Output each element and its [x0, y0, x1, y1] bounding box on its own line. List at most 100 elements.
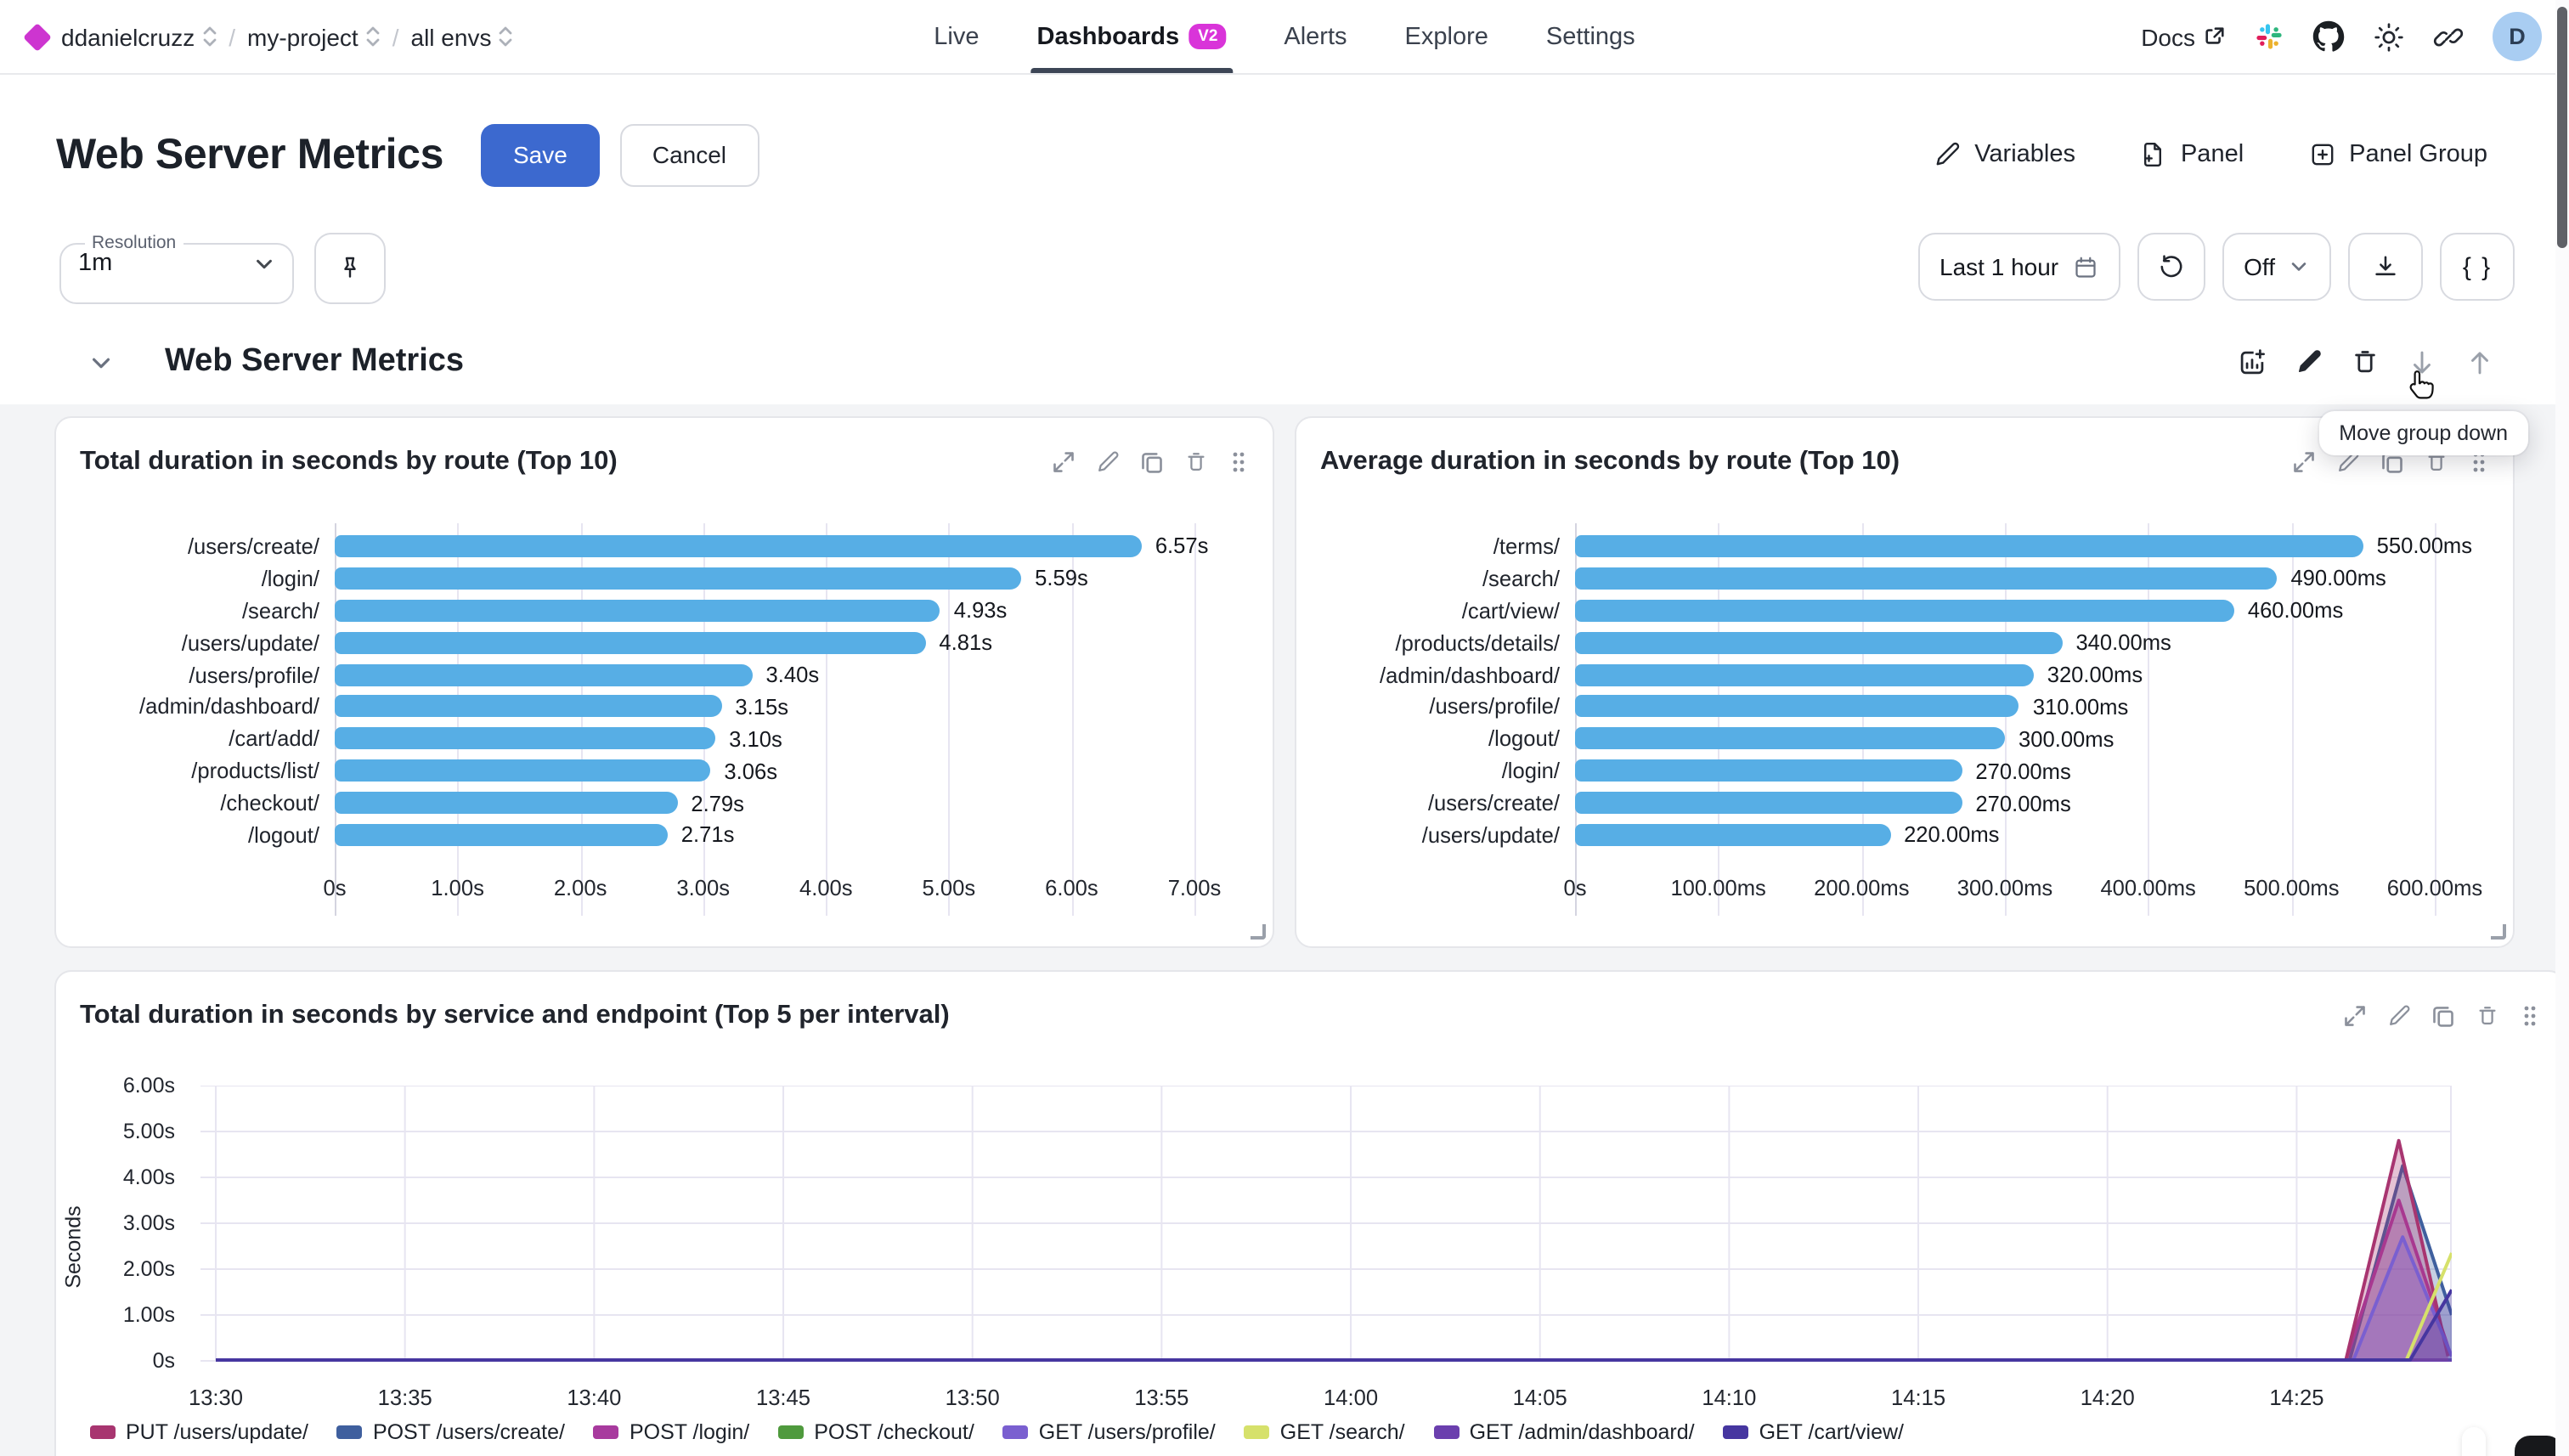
bar[interactable]	[1575, 631, 2063, 654]
bar[interactable]	[335, 759, 711, 782]
hbar-chart-average-duration: /terms/550.00ms/search/490.00ms/cart/vie…	[1320, 523, 2489, 916]
download-icon	[2375, 256, 2396, 276]
collapse-group-caret[interactable]	[88, 349, 114, 375]
expand-icon[interactable]	[2292, 450, 2316, 474]
copy-panel-icon[interactable]	[2431, 1004, 2455, 1028]
bar-track: 4.93s	[335, 597, 1194, 623]
bar-row: /logout/300.00ms	[1320, 723, 2489, 755]
drag-handle-icon[interactable]	[1228, 450, 1249, 474]
x-tick-label: 300.00ms	[1956, 874, 2053, 900]
delete-group-button[interactable]	[2352, 348, 2379, 375]
bar[interactable]	[1575, 792, 1962, 815]
bar-track: 490.00ms	[1575, 566, 2435, 591]
legend-label: GET /cart/view/	[1759, 1420, 1904, 1444]
bar[interactable]	[335, 599, 940, 622]
add-chart-button[interactable]	[2238, 347, 2267, 376]
download-button[interactable]	[2348, 233, 2423, 301]
edit-panel-icon[interactable]	[1096, 450, 1120, 474]
panel-title: Total duration in seconds by route (Top …	[80, 447, 618, 476]
legend-item[interactable]: PUT /users/update/	[90, 1420, 308, 1444]
legend-item[interactable]: GET /cart/view/	[1723, 1420, 1904, 1444]
tab-settings[interactable]: Settings	[1545, 23, 1635, 50]
bar[interactable]	[335, 567, 1022, 590]
add-panel-group-button[interactable]: Panel Group	[2308, 141, 2487, 168]
time-range-button[interactable]: Last 1 hour	[1917, 233, 2120, 301]
page-scrollbar[interactable]	[2555, 0, 2569, 1456]
move-group-up-button[interactable]	[2465, 347, 2494, 376]
tab-alerts[interactable]: Alerts	[1284, 23, 1347, 50]
legend-item[interactable]: POST /users/create/	[336, 1420, 565, 1444]
bar[interactable]	[1575, 534, 2363, 557]
breadcrumb-org[interactable]: ddanielcruzz	[61, 23, 217, 50]
bar[interactable]	[335, 695, 722, 718]
bar[interactable]	[1575, 663, 2034, 686]
drag-handle-icon[interactable]	[2520, 1004, 2540, 1028]
sort-chevrons-icon	[366, 26, 380, 47]
x-tick-label: 2.00s	[553, 874, 607, 900]
slack-icon[interactable]	[2255, 22, 2284, 51]
x-tick-label: 4.00s	[799, 874, 853, 900]
bar[interactable]	[335, 631, 926, 654]
dashboard-area: Total duration in seconds by route (Top …	[0, 404, 2569, 1456]
legend-item[interactable]: GET /admin/dashboard/	[1433, 1420, 1695, 1444]
bar[interactable]	[1575, 567, 2278, 590]
tab-explore[interactable]: Explore	[1404, 23, 1488, 50]
user-avatar[interactable]: D	[2493, 12, 2542, 61]
breadcrumb: ddanielcruzz / my-project / all envs	[61, 23, 513, 50]
resolution-select[interactable]: Resolution 1m	[59, 233, 294, 304]
y-tick-label: 3.00s	[122, 1211, 175, 1235]
bar[interactable]	[335, 727, 716, 750]
bar[interactable]	[335, 663, 753, 686]
bar[interactable]	[1575, 599, 2234, 622]
expand-icon[interactable]	[1052, 450, 1076, 474]
panel-resize-handle[interactable]	[1251, 924, 1266, 940]
breadcrumb-project[interactable]: my-project	[247, 23, 381, 50]
delete-panel-icon[interactable]	[2476, 1004, 2499, 1028]
bar[interactable]	[1575, 759, 1962, 782]
bar[interactable]	[1575, 695, 2019, 718]
x-tick-label: 7.00s	[1167, 874, 1222, 900]
brand-logo-icon[interactable]	[23, 22, 52, 51]
variables-button[interactable]: Variables	[1934, 141, 2075, 168]
plot-area[interactable]	[200, 1086, 2452, 1364]
theme-toggle-icon[interactable]	[2374, 21, 2404, 52]
x-tick-label: 13:40	[567, 1385, 622, 1410]
bar[interactable]	[335, 534, 1142, 557]
github-icon[interactable]	[2312, 20, 2345, 53]
cancel-button[interactable]: Cancel	[619, 123, 759, 186]
legend-item[interactable]: GET /search/	[1244, 1420, 1405, 1444]
x-tick-label: 13:55	[1134, 1385, 1189, 1410]
edit-panel-icon[interactable]	[2387, 1004, 2411, 1028]
edit-group-button[interactable]	[2295, 348, 2323, 375]
bar-track: 310.00ms	[1575, 694, 2435, 720]
category-label: /login/	[261, 565, 319, 591]
add-panel-button[interactable]: Panel	[2140, 141, 2244, 168]
legend-item[interactable]: POST /login/	[593, 1420, 749, 1444]
panel-scrollbar-thumb[interactable]	[2462, 1427, 2486, 1456]
expand-icon[interactable]	[2343, 1004, 2367, 1028]
share-link-icon[interactable]	[2433, 21, 2464, 52]
tab-dashboards[interactable]: Dashboards V2	[1030, 0, 1234, 73]
copy-panel-icon[interactable]	[1140, 450, 1164, 474]
auto-refresh-select[interactable]: Off	[2222, 233, 2331, 301]
page-scrollbar-thumb[interactable]	[2557, 7, 2567, 248]
bar[interactable]	[1575, 727, 2005, 750]
delete-panel-icon[interactable]	[1184, 450, 1208, 474]
move-group-down-button[interactable]	[2408, 347, 2436, 376]
series-area	[216, 1165, 2452, 1361]
save-button[interactable]: Save	[481, 123, 600, 186]
grid-lines	[1575, 523, 2436, 916]
legend-item[interactable]: POST /checkout/	[778, 1420, 974, 1444]
bar[interactable]	[1575, 823, 1891, 846]
breadcrumb-env[interactable]: all envs	[411, 23, 514, 50]
bar[interactable]	[335, 792, 678, 815]
refresh-button[interactable]	[2137, 233, 2205, 301]
docs-link[interactable]: Docs	[2141, 23, 2226, 50]
json-editor-button[interactable]: { }	[2440, 233, 2515, 301]
bar[interactable]	[335, 823, 668, 846]
panel-resize-handle[interactable]	[2491, 924, 2506, 940]
legend-item[interactable]: GET /users/profile/	[1002, 1420, 1216, 1444]
pin-button[interactable]	[314, 233, 386, 304]
tab-live[interactable]: Live	[934, 23, 980, 50]
